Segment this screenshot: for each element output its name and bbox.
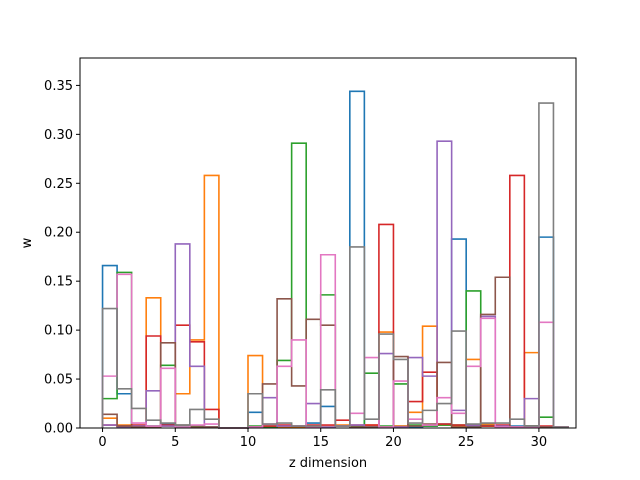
y-tick-label-0: 0.00: [44, 422, 73, 437]
series-7-step-line: [101, 253, 569, 429]
y-axis-label: w: [20, 237, 35, 248]
x-tick-label-15: 15: [312, 435, 329, 450]
x-tick-label-25: 25: [458, 435, 475, 450]
y-axis-ticks: 0.00 0.05 0.10 0.15 0.20 0.25 0.30 0.35: [44, 79, 80, 437]
y-tick-label-6: 0.30: [44, 128, 73, 143]
y-tick-label-3: 0.15: [44, 275, 73, 290]
x-tick-label-0: 0: [98, 435, 106, 450]
plot-frame: [79, 57, 577, 429]
x-axis-ticks: 0 5 10 15 20 25 30: [98, 428, 547, 450]
series-layer: [101, 90, 569, 429]
y-tick-label-5: 0.25: [44, 177, 73, 192]
y-tick-label-7: 0.35: [44, 79, 73, 94]
x-tick-label-30: 30: [531, 435, 548, 450]
y-tick-label-4: 0.20: [44, 226, 73, 241]
x-tick-label-5: 5: [171, 435, 179, 450]
y-tick-label-2: 0.10: [44, 324, 73, 339]
series-8-step-line: [101, 102, 569, 429]
x-tick-label-10: 10: [240, 435, 257, 450]
y-tick-label-1: 0.05: [44, 373, 73, 388]
x-tick-label-20: 20: [385, 435, 402, 450]
x-axis-label: z dimension: [289, 456, 367, 471]
